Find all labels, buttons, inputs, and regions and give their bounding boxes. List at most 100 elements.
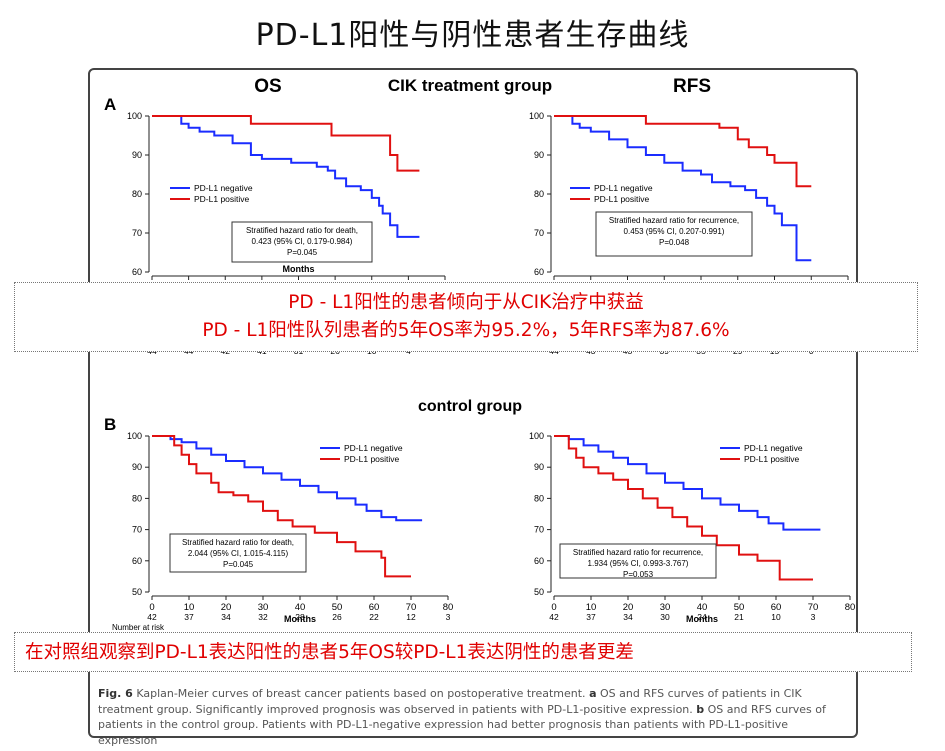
y-tick-label: 70 bbox=[132, 228, 142, 238]
highlight-line-3: 在对照组观察到PD-L1表达阳性的患者5年OS较PD-L1表达阴性的患者更差 bbox=[25, 642, 634, 663]
x-tick-label: 40 bbox=[697, 602, 708, 613]
risk-number: 21 bbox=[734, 612, 744, 622]
x-tick-label: 50 bbox=[734, 602, 745, 613]
y-tick-label: 70 bbox=[534, 525, 544, 535]
hazard-ratio-text: P=0.053 bbox=[623, 570, 654, 579]
x-tick-label: 70 bbox=[808, 602, 819, 613]
rfs-label: RFS bbox=[673, 76, 711, 97]
plot-b-rfs: 50 60 70 80 90 100 0 10 20 30 40 50 60 70 80 Months PD-L… bbox=[529, 431, 855, 624]
hazard-ratio-box bbox=[169, 533, 307, 573]
x-tick-label: 0 bbox=[551, 602, 556, 613]
highlight-line-2: PD - L1阳性队列患者的5年OS率为95.2%，5年RFS率为87.6% bbox=[202, 320, 730, 341]
y-tick-label: 80 bbox=[534, 189, 544, 199]
risk-number: 34 bbox=[221, 612, 231, 622]
legend-entry: PD-L1 negative bbox=[344, 443, 403, 453]
y-tick-label: 60 bbox=[534, 556, 544, 566]
x-tick-label: 20 bbox=[221, 602, 232, 613]
cik-group-title: CIK treatment group bbox=[388, 76, 552, 95]
caption-sentence-3: OS and RFS curves of patients in the con… bbox=[98, 702, 826, 747]
x-tick-label: 10 bbox=[184, 602, 195, 613]
series-line-negative bbox=[152, 115, 420, 238]
risk-number: 42 bbox=[549, 612, 559, 622]
y-tick-label: 90 bbox=[534, 150, 544, 160]
legend-entry: PD-L1 positive bbox=[594, 194, 650, 204]
hazard-ratio-text: 1.934 (95% CI, 0.993-3.767) bbox=[588, 559, 689, 568]
panel-letter-b: B bbox=[104, 415, 116, 434]
hazard-ratio-box bbox=[231, 221, 373, 263]
risk-label: Number at risk bbox=[112, 623, 165, 632]
risk-number: 26 bbox=[332, 612, 342, 622]
risk-number: 28 bbox=[295, 612, 305, 622]
risk-number: 34 bbox=[623, 612, 633, 622]
x-tick-label: 30 bbox=[660, 602, 671, 613]
y-tick-label: 60 bbox=[132, 556, 142, 566]
risk-number: 37 bbox=[184, 612, 194, 622]
risk-number: 24 bbox=[697, 612, 707, 622]
series-line-positive bbox=[554, 435, 813, 581]
x-axis-label: Months bbox=[283, 264, 315, 274]
x-tick-label: 80 bbox=[845, 602, 856, 613]
risk-number: 3 bbox=[446, 612, 451, 622]
risk-number: 3 bbox=[811, 612, 816, 622]
legend-entry: PD-L1 positive bbox=[744, 454, 800, 464]
hazard-ratio-text: P=0.045 bbox=[223, 560, 254, 569]
caption-fig-label: Fig. 6 bbox=[98, 687, 133, 700]
risk-number: 22 bbox=[369, 612, 379, 622]
legend-entry: PD-L1 negative bbox=[594, 183, 653, 193]
hazard-ratio-text: Stratified hazard ratio for recurrence, bbox=[609, 216, 739, 225]
y-tick-label: 50 bbox=[132, 587, 142, 597]
hazard-ratio-box bbox=[595, 211, 753, 257]
x-tick-label: 80 bbox=[443, 602, 454, 613]
caption-sentence-1: Kaplan-Meier curves of breast cancer pat… bbox=[132, 687, 590, 700]
x-tick-label: 30 bbox=[258, 602, 269, 613]
hazard-ratio-text: 2.044 (95% CI, 1.015-4.115) bbox=[188, 549, 289, 558]
series-line-negative bbox=[554, 115, 812, 262]
y-tick-label: 80 bbox=[132, 189, 142, 199]
series-line-negative bbox=[152, 435, 423, 522]
caption-b: b bbox=[696, 702, 705, 716]
x-tick-label: 70 bbox=[406, 602, 417, 613]
highlight-line-1: PD - L1阳性的患者倾向于从CIK治疗中获益 bbox=[288, 292, 644, 313]
hazard-ratio-text: Stratified hazard ratio for death, bbox=[246, 226, 358, 235]
panel-letter-a: A bbox=[104, 95, 116, 114]
hazard-ratio-text: P=0.045 bbox=[287, 248, 318, 257]
x-tick-label: 60 bbox=[771, 602, 782, 613]
x-tick-label: 40 bbox=[295, 602, 306, 613]
y-tick-label: 90 bbox=[534, 462, 544, 472]
figure-frame bbox=[88, 68, 858, 738]
y-tick-label: 100 bbox=[127, 431, 142, 441]
legend-entry: PD-L1 positive bbox=[344, 454, 400, 464]
caption-sentence-2: OS and RFS curves of patients in CIK tre… bbox=[98, 687, 802, 716]
hazard-ratio-text: Stratified hazard ratio for recurrence, bbox=[573, 548, 703, 557]
caption-a: a bbox=[589, 687, 597, 700]
y-tick-label: 100 bbox=[529, 111, 544, 121]
y-tick-label: 70 bbox=[534, 228, 544, 238]
series-line-positive bbox=[554, 115, 812, 188]
hazard-ratio-text: 0.453 (95% CI, 0.207-0.991) bbox=[624, 227, 725, 236]
x-tick-label: 50 bbox=[332, 602, 343, 613]
y-tick-label: 60 bbox=[534, 267, 544, 277]
x-tick-label: 60 bbox=[369, 602, 380, 613]
y-tick-label: 90 bbox=[132, 150, 142, 160]
y-tick-label: 100 bbox=[127, 111, 142, 121]
y-tick-label: 50 bbox=[534, 587, 544, 597]
control-group-title: control group bbox=[418, 398, 522, 415]
figure-caption: Fig. 6 Kaplan-Meier curves of breast can… bbox=[98, 686, 850, 748]
legend-entry: PD-L1 negative bbox=[744, 443, 803, 453]
risk-number: 30 bbox=[660, 612, 670, 622]
x-tick-label: 10 bbox=[586, 602, 597, 613]
x-axis-label: Months bbox=[686, 614, 718, 624]
hazard-ratio-text: P=0.048 bbox=[659, 238, 690, 247]
x-tick-label: 0 bbox=[149, 602, 154, 613]
risk-number: 37 bbox=[586, 612, 596, 622]
y-tick-label: 100 bbox=[529, 431, 544, 441]
risk-number: 32 bbox=[258, 612, 268, 622]
y-tick-label: 80 bbox=[534, 493, 544, 503]
x-axis-label: Months bbox=[284, 614, 316, 624]
y-tick-label: 80 bbox=[132, 493, 142, 503]
series-line-positive bbox=[152, 435, 411, 578]
risk-number: 12 bbox=[406, 612, 416, 622]
series-line-negative bbox=[554, 435, 821, 531]
